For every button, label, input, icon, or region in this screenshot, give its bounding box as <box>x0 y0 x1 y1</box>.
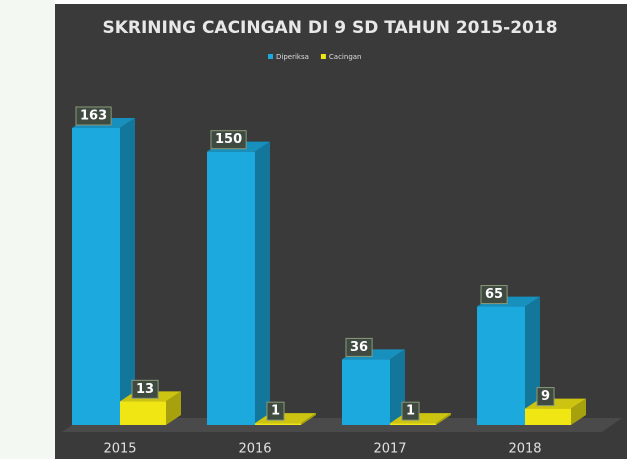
bar-face <box>342 359 390 425</box>
data-label: 150 <box>215 132 242 147</box>
bar-face <box>120 118 135 425</box>
chart-title: SKRINING CACINGAN DI 9 SD TAHUN 2015-201… <box>102 18 557 38</box>
legend-label: Cacingan <box>329 53 362 61</box>
data-label: 36 <box>350 340 368 355</box>
data-label-box <box>345 337 373 357</box>
bar-face <box>525 408 571 425</box>
bar-face <box>72 128 120 425</box>
data-label: 1 <box>406 404 415 419</box>
bar-face <box>301 413 316 425</box>
legend-label: Diperiksa <box>276 53 309 61</box>
data-label-box <box>401 401 420 421</box>
legend-swatch <box>268 54 273 59</box>
x-tick-label: 2016 <box>238 442 271 457</box>
data-label: 13 <box>136 382 154 397</box>
bar-face <box>255 141 270 425</box>
bar-face <box>120 401 166 425</box>
data-label: 1 <box>271 404 280 419</box>
x-tick-label: 2018 <box>508 442 541 457</box>
data-label-box <box>131 379 159 399</box>
x-tick-label: 2017 <box>373 442 406 457</box>
bar-face <box>390 349 405 425</box>
side-margin <box>0 0 55 459</box>
bar <box>72 118 135 425</box>
bar <box>207 141 270 425</box>
data-label: 163 <box>80 109 107 124</box>
data-label: 9 <box>541 389 550 404</box>
data-label-box <box>480 285 508 305</box>
bar-face <box>571 398 586 425</box>
bar <box>342 349 405 425</box>
bar-face <box>255 423 301 425</box>
bar-face <box>477 306 525 425</box>
bar <box>525 398 586 425</box>
bar <box>477 296 540 425</box>
bar-face <box>525 296 540 425</box>
bar-face <box>390 423 436 425</box>
bar-face <box>436 413 451 425</box>
data-label-box <box>266 401 285 421</box>
legend-swatch <box>320 54 326 59</box>
data-label: 65 <box>485 287 503 302</box>
data-label-box <box>210 130 247 150</box>
x-tick-label: 2015 <box>103 442 136 457</box>
data-label-box <box>75 106 112 126</box>
bar-face <box>166 391 181 425</box>
bar-face <box>207 151 255 425</box>
data-label-box <box>536 387 555 407</box>
